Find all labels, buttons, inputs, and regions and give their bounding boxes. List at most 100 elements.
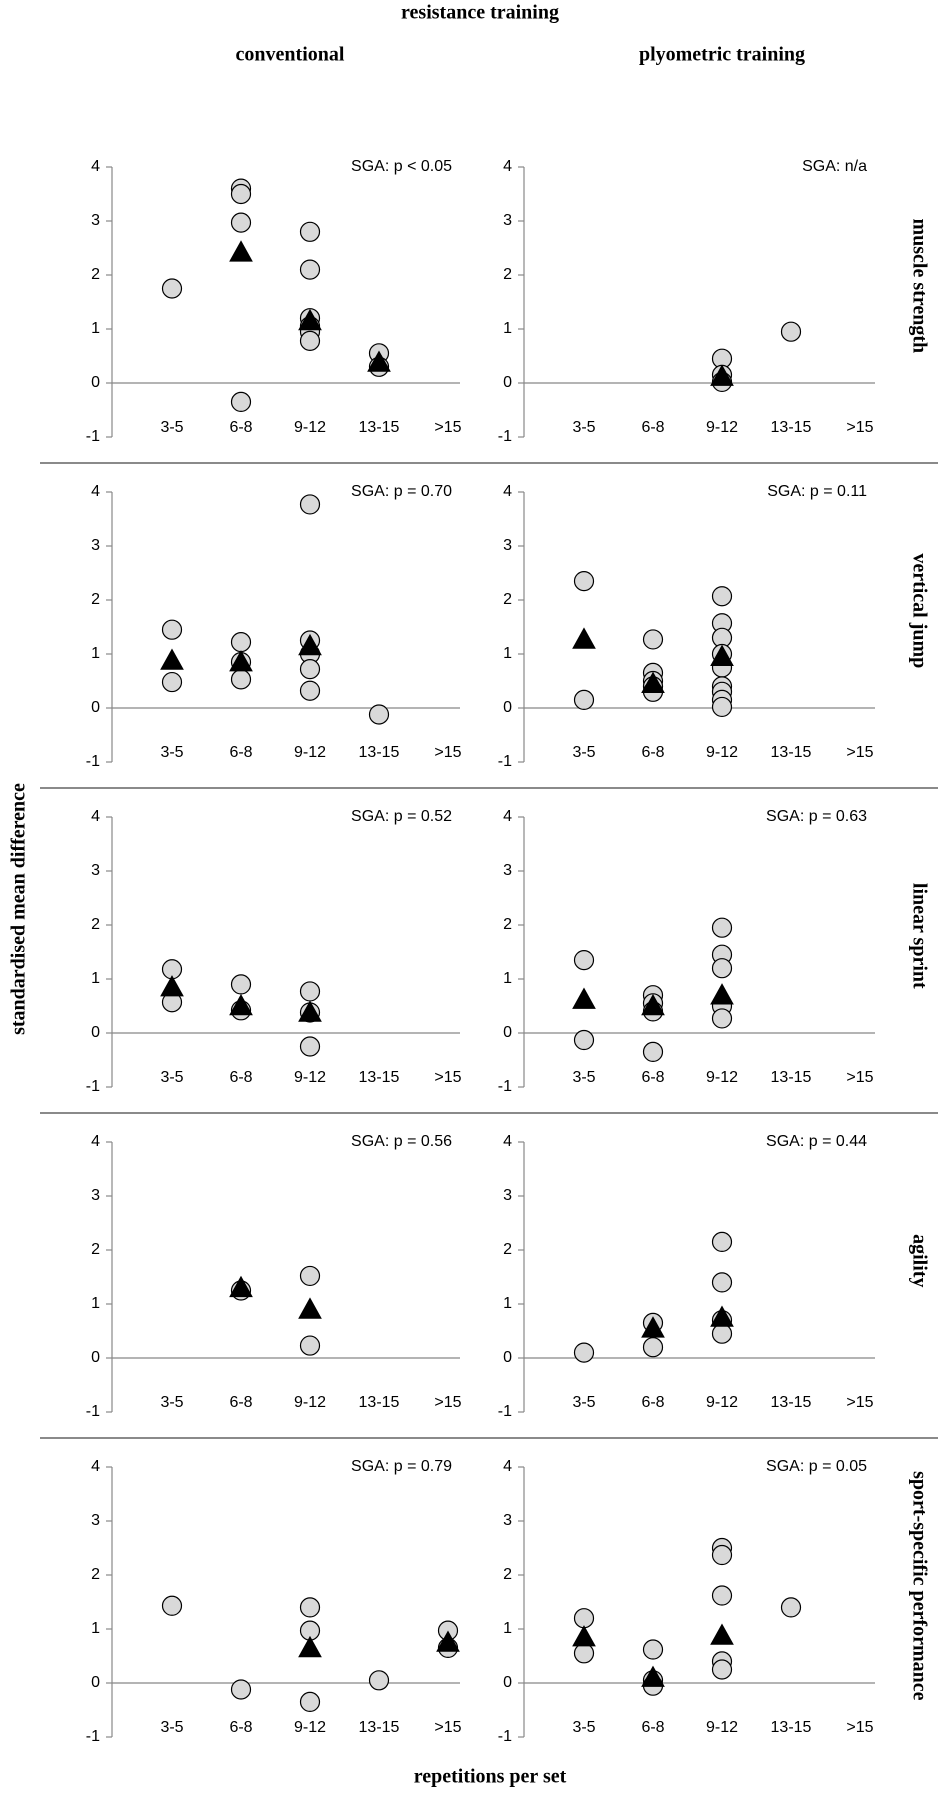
- study-marker: [711, 1544, 733, 1566]
- x-tick-label: 6-8: [229, 1069, 252, 1086]
- x-tick-label: 3-5: [160, 744, 183, 761]
- x-tick-label: >15: [846, 1719, 873, 1736]
- study-marker: [230, 974, 252, 995]
- mean-marker: [367, 350, 391, 372]
- y-tick-label: 2: [91, 266, 100, 283]
- study-marker: [299, 1036, 321, 1057]
- study-marker: [642, 1041, 664, 1063]
- x-tick-label: 9-12: [294, 419, 326, 436]
- study-marker: [368, 704, 390, 725]
- mean-marker: [229, 1275, 253, 1298]
- study-marker: [299, 1335, 321, 1356]
- y-tick-label: 2: [91, 1241, 100, 1258]
- mean-marker: [436, 1630, 460, 1652]
- y-tick-label: 4: [91, 1133, 100, 1150]
- x-tick-label: >15: [434, 419, 461, 436]
- study-marker: [573, 570, 595, 592]
- row-title: vertical jump: [908, 553, 930, 668]
- figure-title: resistance training: [401, 2, 559, 24]
- x-tick-label: 13-15: [359, 744, 400, 761]
- study-marker: [711, 586, 733, 607]
- x-tick-label: 6-8: [641, 1719, 664, 1736]
- x-tick-label: >15: [846, 744, 873, 761]
- study-marker: [299, 494, 321, 515]
- y-tick-label: 0: [503, 374, 512, 391]
- study-marker: [230, 391, 252, 412]
- y-tick-label: 3: [91, 1187, 100, 1204]
- x-tick-label: 13-15: [771, 1719, 812, 1736]
- mean-marker: [229, 993, 253, 1016]
- y-tick-label: 1: [503, 1620, 512, 1637]
- mean-marker: [160, 975, 184, 997]
- study-marker: [573, 1608, 595, 1629]
- study-marker: [573, 689, 595, 711]
- y-tick-label: -1: [498, 753, 512, 770]
- y-tick-label: 2: [503, 916, 512, 933]
- annotation: SGA: p = 0.11: [767, 483, 867, 500]
- annotation: SGA: p = 0.05: [766, 1458, 867, 1475]
- x-tick-label: 9-12: [294, 1394, 326, 1411]
- x-tick-label: >15: [434, 744, 461, 761]
- x-tick-label: >15: [434, 1069, 461, 1086]
- row-title: muscle strength: [908, 218, 930, 353]
- study-marker: [161, 671, 183, 693]
- x-tick-label: 13-15: [359, 419, 400, 436]
- y-tick-label: 4: [91, 158, 100, 175]
- y-axis-label: standardised mean difference: [8, 783, 30, 1035]
- x-tick-label: 13-15: [771, 419, 812, 436]
- y-tick-label: 4: [503, 808, 512, 825]
- x-tick-label: 9-12: [294, 1069, 326, 1086]
- y-tick-label: 4: [91, 483, 100, 500]
- x-tick-label: 9-12: [294, 744, 326, 761]
- y-tick-label: -1: [86, 1078, 100, 1095]
- x-tick-label: 3-5: [572, 744, 595, 761]
- y-tick-label: -1: [498, 1403, 512, 1420]
- x-tick-label: 9-12: [294, 1719, 326, 1736]
- x-tick-label: 9-12: [706, 744, 738, 761]
- study-marker: [299, 1597, 321, 1618]
- x-tick-label: >15: [434, 1719, 461, 1736]
- y-tick-label: 4: [91, 1458, 100, 1475]
- study-marker: [299, 659, 321, 680]
- x-tick-label: 3-5: [160, 419, 183, 436]
- x-tick-label: 3-5: [572, 1069, 595, 1086]
- y-tick-label: 3: [91, 1512, 100, 1529]
- mean-marker: [641, 1665, 665, 1687]
- study-marker: [230, 1679, 252, 1700]
- y-tick-label: 1: [503, 1295, 512, 1312]
- study-marker: [299, 1691, 321, 1713]
- y-tick-label: 4: [503, 158, 512, 175]
- y-tick-label: 2: [503, 1566, 512, 1583]
- annotation: SGA: p < 0.05: [351, 158, 452, 175]
- annotation: SGA: p = 0.63: [766, 808, 867, 825]
- y-tick-label: 4: [503, 483, 512, 500]
- y-tick-label: -1: [86, 428, 100, 445]
- y-tick-label: 0: [91, 374, 100, 391]
- study-marker: [711, 1231, 733, 1253]
- study-marker: [573, 1342, 595, 1363]
- y-tick-label: 0: [503, 1349, 512, 1366]
- y-tick-label: 2: [503, 591, 512, 608]
- x-tick-label: 6-8: [229, 1394, 252, 1411]
- y-tick-label: 2: [91, 1566, 100, 1583]
- x-tick-label: 13-15: [359, 1719, 400, 1736]
- mean-marker: [298, 633, 322, 656]
- y-tick-label: 1: [503, 970, 512, 987]
- study-marker: [299, 221, 321, 242]
- annotation: SGA: p = 0.56: [351, 1133, 452, 1150]
- x-tick-label: 13-15: [771, 744, 812, 761]
- x-tick-label: >15: [434, 1394, 461, 1411]
- x-tick-label: >15: [846, 1394, 873, 1411]
- annotation: SGA: p = 0.79: [351, 1458, 452, 1475]
- study-marker: [573, 1643, 595, 1664]
- x-tick-label: 3-5: [572, 1394, 595, 1411]
- study-marker: [711, 1659, 733, 1680]
- annotation: SGA: p = 0.52: [351, 808, 452, 825]
- mean-marker: [160, 648, 184, 670]
- y-tick-label: 3: [503, 862, 512, 879]
- study-marker: [711, 958, 733, 979]
- y-tick-label: -1: [86, 1728, 100, 1745]
- y-tick-label: 3: [91, 537, 100, 554]
- study-marker: [711, 1585, 733, 1606]
